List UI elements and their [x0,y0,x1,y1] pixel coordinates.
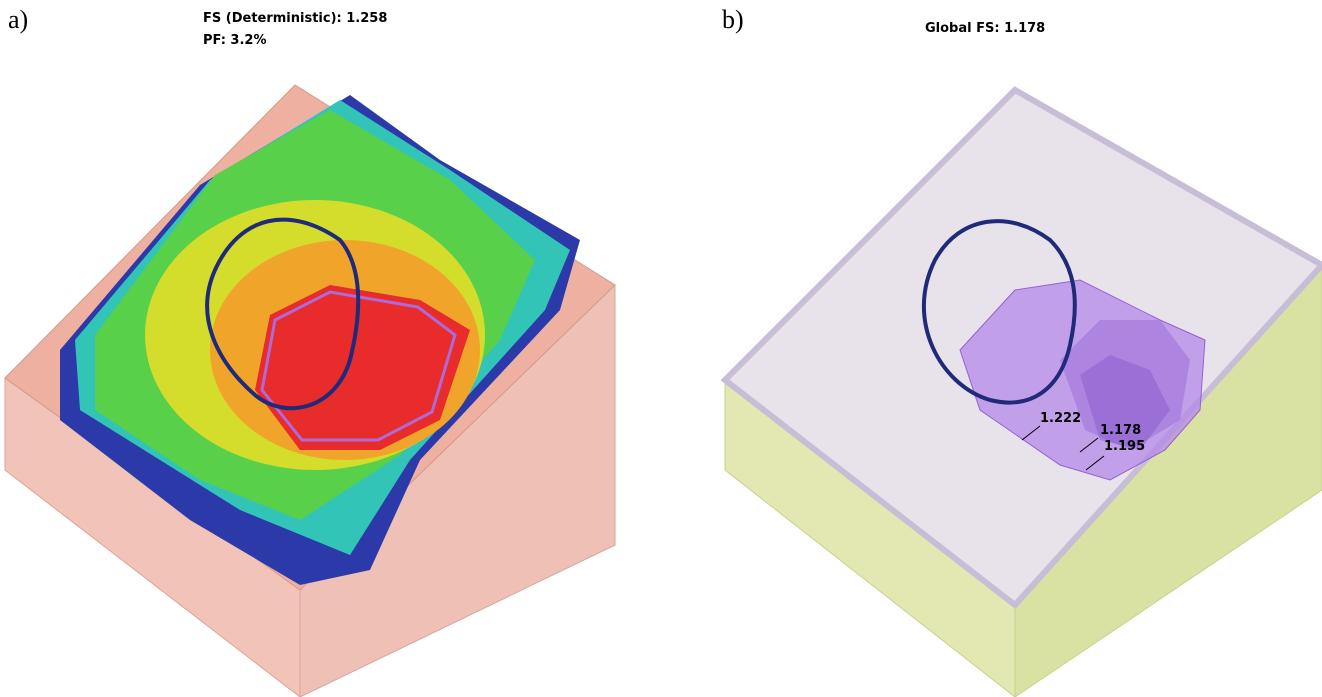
panel-title: FS (Deterministic): 1.258 [203,11,387,26]
annotation: 1.222 [1040,411,1081,426]
panel-b: b) Global FS: 1.178 1.222 1.178 1.195 [722,5,1322,697]
figure: a) FS (Deterministic): 1.258 PF: 3.2% b)… [0,0,1322,697]
panel-label: a) [8,5,28,34]
annotation: 1.195 [1104,439,1145,454]
panel-label: b) [722,5,744,34]
panel-title: Global FS: 1.178 [925,21,1045,36]
panel-a: a) FS (Deterministic): 1.258 PF: 3.2% [5,5,615,697]
panel-title: PF: 3.2% [203,33,266,48]
annotation: 1.178 [1100,423,1141,438]
